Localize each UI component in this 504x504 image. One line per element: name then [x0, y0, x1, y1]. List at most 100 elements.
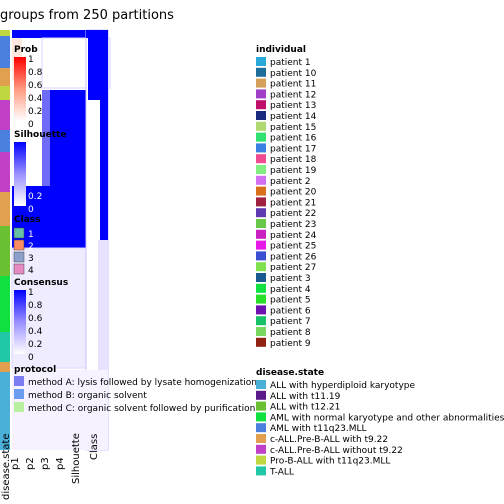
prob-tick: 0.6: [28, 81, 43, 91]
silhouette-bar: [86, 30, 108, 38]
prob-column-light: [12, 30, 22, 80]
column-label-p1: p1: [10, 457, 21, 470]
prob-tick: 1: [28, 55, 34, 65]
individual-label: patient 10: [270, 69, 317, 79]
individual-label: patient 24: [270, 231, 317, 241]
individual-label: patient 7: [270, 317, 311, 327]
individual-swatch: [256, 305, 266, 315]
individual-swatch: [256, 154, 266, 164]
individual-label: patient 3: [270, 274, 311, 284]
individual-label: patient 20: [270, 188, 317, 198]
disease-strip-seg: [0, 100, 10, 130]
individual-swatch: [256, 337, 266, 347]
silhouette-bar: [100, 100, 108, 240]
individual-swatch: [256, 197, 266, 207]
individual-swatch: [256, 251, 266, 261]
individual-legend-title: individual: [256, 45, 306, 55]
individual-label: patient 11: [270, 80, 316, 90]
silhouette-tick: 0.6: [28, 166, 43, 176]
individual-swatch: [256, 186, 266, 196]
individual-swatch: [256, 219, 266, 228]
individual-swatch: [256, 229, 266, 239]
disease-strip-seg: [0, 226, 10, 276]
protocol-label: method B: organic solvent: [28, 391, 147, 401]
prob-tick: 0.4: [28, 94, 43, 104]
prob-tick: 0.2: [28, 107, 42, 117]
individual-label: patient 23: [270, 220, 316, 230]
individual-label: patient 16: [270, 134, 317, 144]
individual-swatch: [256, 67, 266, 77]
individual-label: patient 19: [270, 166, 317, 176]
chart-title: groups from 250 partitions: [0, 8, 174, 23]
disease-strip-seg: [0, 130, 10, 152]
individual-swatch: [256, 143, 266, 153]
individual-label: patient 18: [270, 155, 317, 165]
protocol-swatch-c: [14, 402, 24, 412]
class-legend-title: Class: [14, 215, 40, 225]
disease-strip-seg: [0, 192, 10, 226]
disease-label: T-ALL: [269, 467, 294, 477]
class-swatch-2: [13, 239, 25, 251]
disease-strip-seg: [0, 30, 10, 36]
column-label-p2: p2: [25, 457, 36, 470]
disease-label: AML with normal karyotype and other abno…: [270, 413, 504, 423]
prob-tick: 0: [28, 120, 34, 130]
consensus-legend: Consensus 1 0.8 0.6 0.4 0.2 0: [14, 278, 68, 363]
protocol-legend: protocol method A: lysis followed by lys…: [14, 365, 257, 414]
disease-label: ALL with t12.21: [270, 403, 340, 413]
silhouette-bar: [88, 38, 108, 100]
protocol-swatch-b: [14, 389, 24, 399]
individual-label: patient 26: [270, 252, 317, 262]
consensus-block-3-edge: [42, 90, 50, 186]
individual-swatch: [256, 100, 266, 110]
individual-swatch: [256, 283, 266, 293]
individual-label: patient 8: [270, 328, 311, 338]
disease-swatch: [256, 423, 266, 433]
column-label-class: Class: [89, 434, 100, 460]
disease-strip-seg: [0, 86, 10, 100]
class-legend: Class 1 2 3 4: [13, 215, 40, 276]
individual-label: patient 9: [270, 339, 311, 349]
disease-label: ALL with hyperdiploid karyotype: [270, 381, 416, 391]
silhouette-tick: 0.4: [28, 179, 43, 189]
column-label-p3: p3: [40, 457, 51, 470]
individual-label: patient 6: [270, 306, 311, 316]
class-label: 4: [28, 266, 34, 276]
individual-label: patient 12: [270, 90, 316, 100]
column-label-silhouette: Silhouette: [71, 433, 82, 484]
individual-label: patient 17: [270, 144, 316, 154]
individual-swatch: [256, 121, 266, 131]
silhouette-tick: 0: [28, 205, 34, 215]
class-swatch-4: [13, 263, 25, 275]
individual-swatch: [256, 294, 266, 304]
disease-strip-seg: [0, 152, 10, 192]
protocol-swatch-a: [14, 376, 24, 386]
individual-swatch: [256, 273, 266, 282]
prob-color-bar: [14, 57, 26, 121]
individual-swatch: [256, 316, 266, 326]
class-swatch-1: [13, 227, 25, 239]
individual-swatch: [256, 327, 266, 336]
disease-swatch: [256, 401, 266, 411]
disease-strip-seg: [0, 68, 10, 86]
disease-swatch: [256, 455, 266, 465]
individual-label: patient 4: [270, 285, 311, 295]
consensus-tick: 0.6: [28, 314, 43, 324]
disease-label: ALL with t11.19: [270, 392, 341, 402]
disease-swatch: [256, 380, 266, 389]
consensus-tick: 0.2: [28, 340, 42, 350]
individual-swatch: [256, 240, 266, 250]
silhouette-bar: [98, 240, 108, 370]
silhouette-legend-title: Silhouette: [14, 130, 66, 140]
consensus-tick: 0.4: [28, 327, 43, 337]
individual-label: patient 13: [270, 101, 316, 111]
silhouette-tick: 0.8: [28, 153, 43, 163]
silhouette-legend: Silhouette 1 0.8 0.6 0.4 0.2 0: [14, 130, 66, 215]
prob-legend: Prob 1 0.8 0.6 0.4 0.2 0: [14, 45, 43, 130]
consensus-tick: 1: [28, 288, 34, 298]
disease-strip-seg: [0, 332, 10, 362]
silhouette-tick: 1: [28, 140, 34, 150]
